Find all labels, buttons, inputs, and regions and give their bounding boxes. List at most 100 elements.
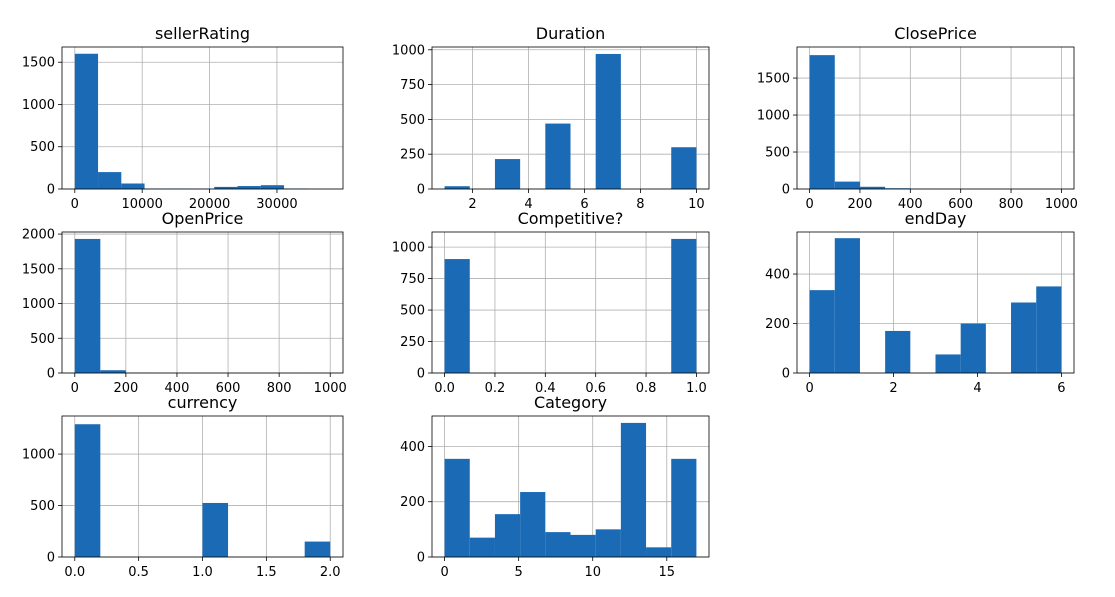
- histogram-bar: [494, 159, 521, 189]
- y-tick-label: 750: [400, 272, 425, 287]
- subplot-4: 0.0 0.2 0.4 0.6 0.8 1.0 0 250 500 750 1000 Competit…: [392, 209, 710, 396]
- histogram-bar: [595, 529, 621, 557]
- histogram-bar: [545, 123, 571, 189]
- y-tick-label: 200: [400, 495, 425, 510]
- x-tick-label: 5: [515, 565, 523, 580]
- x-tick-label: 400: [165, 381, 190, 396]
- histogram-bar: [620, 422, 647, 557]
- y-tick-label: 1000: [22, 448, 55, 463]
- histogram-bar: [100, 370, 126, 373]
- histogram-bar: [935, 354, 961, 373]
- x-tick-label: 2.0: [320, 565, 341, 580]
- x-tick-label: 200: [848, 197, 873, 212]
- y-tick-label: 0: [47, 367, 55, 382]
- y-tick-label: 1500: [22, 262, 55, 277]
- histogram-bar: [960, 323, 986, 373]
- y-tick-label: 500: [30, 332, 55, 347]
- subplot-2: 0 200 400 600 800 1000 0 500 1000 1500 ClosePrice: [757, 24, 1078, 212]
- histogram-bar: [260, 185, 285, 189]
- histogram-bar: [74, 238, 101, 373]
- x-tick-label: 2: [889, 381, 897, 396]
- subplot-title: ClosePrice: [894, 24, 977, 43]
- y-tick-label: 0: [782, 367, 790, 382]
- y-tick-label: 1000: [22, 297, 55, 312]
- x-tick-label: 0.8: [636, 381, 657, 396]
- y-tick-label: 1500: [22, 56, 55, 71]
- histogram-bar: [74, 53, 99, 190]
- histogram-bar: [214, 186, 238, 189]
- histogram-bar: [98, 172, 122, 189]
- axes-frame: [431, 415, 710, 558]
- histogram-bar: [520, 492, 546, 557]
- subplot-7: 0 5 10 15 0 200 400 Category: [400, 393, 710, 580]
- y-tick-label: 400: [400, 440, 425, 455]
- histogram-bar: [859, 186, 886, 189]
- histogram-bar: [834, 181, 860, 189]
- y-tick-label: 400: [765, 268, 790, 283]
- x-tick-label: 800: [999, 197, 1024, 212]
- histogram-bar: [469, 537, 495, 557]
- y-tick-label: 0: [47, 551, 55, 566]
- histogram-bar: [444, 186, 470, 189]
- histogram-bar: [646, 547, 672, 557]
- x-tick-label: 600: [948, 197, 973, 212]
- histogram-bar: [237, 186, 261, 189]
- x-tick-label: 10000: [122, 197, 163, 212]
- y-tick-label: 0: [47, 183, 55, 198]
- y-tick-label: 0: [417, 551, 425, 566]
- subplot-0: 0 10000 20000 30000 0 500 1000 1500 sellerRating: [22, 24, 344, 212]
- y-tick-label: 500: [765, 146, 790, 161]
- histogram-bar: [444, 259, 470, 373]
- histogram-bar: [74, 424, 101, 557]
- x-tick-label: 0: [805, 381, 813, 396]
- x-tick-label: 0.0: [64, 565, 85, 580]
- y-tick-label: 200: [765, 317, 790, 332]
- x-tick-label: 1.5: [256, 565, 277, 580]
- histogram-bar: [671, 147, 697, 189]
- subplot-title: OpenPrice: [162, 209, 244, 228]
- subplot-title: Category: [534, 393, 607, 412]
- x-tick-label: 1000: [314, 381, 347, 396]
- axes-frame: [431, 46, 710, 190]
- y-tick-label: 1000: [392, 43, 425, 58]
- x-tick-label: 0: [440, 565, 448, 580]
- y-tick-label: 1000: [392, 241, 425, 256]
- histogram-bar: [834, 238, 860, 373]
- y-tick-label: 500: [400, 304, 425, 319]
- x-tick-label: 4: [524, 197, 532, 212]
- x-tick-label: 0.5: [128, 565, 149, 580]
- axes-frame: [796, 46, 1075, 190]
- x-tick-label: 0: [71, 197, 79, 212]
- y-tick-label: 250: [400, 148, 425, 163]
- subplot-3: 0 200 400 600 800 1000 0 500 1000 1500 2000 OpenPri…: [22, 209, 347, 396]
- axes-frame: [796, 231, 1075, 374]
- x-tick-label: 0.4: [535, 381, 556, 396]
- subplot-6: 0.0 0.5 1.0 1.5 2.0 0 500 1000 currency: [22, 393, 344, 580]
- y-tick-label: 1000: [22, 98, 55, 113]
- x-tick-label: 0.6: [585, 381, 606, 396]
- x-tick-label: 1.0: [686, 381, 707, 396]
- y-tick-label: 250: [400, 335, 425, 350]
- histogram-bar: [570, 534, 596, 557]
- axes-frame: [431, 231, 710, 374]
- x-tick-label: 1000: [1045, 197, 1078, 212]
- x-tick-label: 200: [113, 381, 138, 396]
- x-tick-label: 1.0: [192, 565, 213, 580]
- axes-frame: [61, 231, 344, 374]
- subplot-1: 2 4 6 8 10 0 250 500 750 1000 Duration: [392, 24, 710, 212]
- subplot-title: endDay: [905, 209, 967, 228]
- x-tick-label: 400: [898, 197, 923, 212]
- x-tick-label: 0.0: [434, 381, 455, 396]
- histogram-bar: [444, 458, 470, 557]
- histogram-bar: [671, 238, 697, 373]
- y-tick-label: 2000: [22, 228, 55, 243]
- y-tick-label: 1000: [757, 109, 790, 124]
- histogram-bar: [202, 502, 229, 557]
- x-tick-label: 0: [71, 381, 79, 396]
- y-tick-label: 0: [417, 367, 425, 382]
- x-tick-label: 6: [1057, 381, 1065, 396]
- subplot-5: 0 2 4 6 0 200 400 endDay: [765, 209, 1075, 396]
- histogram-bar: [494, 514, 521, 557]
- axes-frame: [61, 46, 344, 190]
- subplot-title: currency: [168, 393, 238, 412]
